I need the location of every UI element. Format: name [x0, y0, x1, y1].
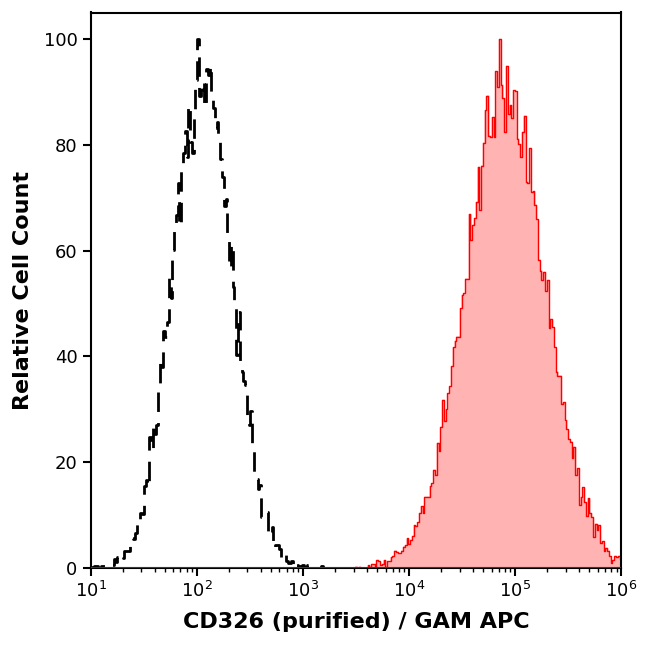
X-axis label: CD326 (purified) / GAM APC: CD326 (purified) / GAM APC — [183, 613, 529, 633]
Y-axis label: Relative Cell Count: Relative Cell Count — [12, 171, 32, 410]
